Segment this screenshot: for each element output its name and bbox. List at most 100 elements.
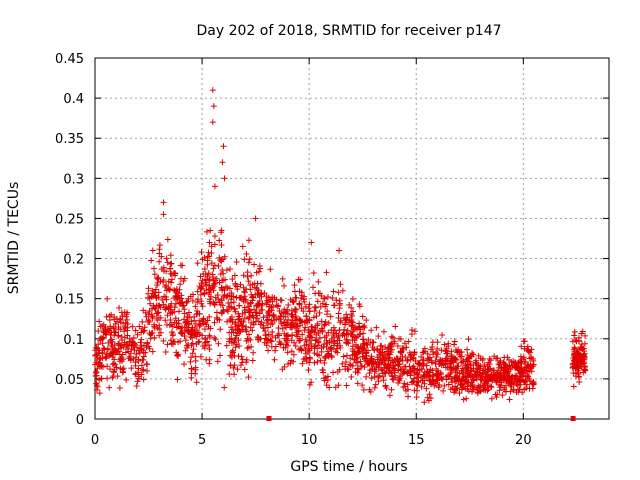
data-point bbox=[132, 371, 139, 378]
data-point bbox=[160, 337, 167, 344]
data-point bbox=[421, 345, 428, 352]
data-point bbox=[200, 315, 207, 322]
y-tick-label: 0.05 bbox=[55, 373, 84, 388]
data-point bbox=[473, 385, 480, 392]
data-point bbox=[364, 361, 371, 368]
data-point bbox=[179, 303, 186, 310]
data-point bbox=[218, 227, 225, 234]
data-point bbox=[151, 334, 158, 341]
data-point bbox=[98, 334, 105, 341]
data-point bbox=[501, 354, 508, 361]
data-point bbox=[265, 309, 272, 316]
data-point bbox=[577, 344, 584, 351]
data-point bbox=[367, 339, 374, 346]
data-point bbox=[280, 344, 287, 351]
data-point bbox=[257, 280, 264, 287]
data-point bbox=[118, 358, 125, 365]
data-point bbox=[156, 332, 163, 339]
data-point bbox=[231, 362, 238, 369]
data-point bbox=[124, 332, 131, 339]
data-point bbox=[455, 346, 462, 353]
data-point bbox=[365, 336, 372, 343]
data-point bbox=[197, 321, 204, 328]
data-point bbox=[342, 363, 349, 370]
data-point bbox=[458, 353, 465, 360]
data-point bbox=[458, 376, 465, 383]
data-point bbox=[116, 304, 123, 311]
data-point bbox=[361, 322, 368, 329]
data-point bbox=[503, 377, 510, 384]
data-point bbox=[184, 344, 191, 351]
data-point bbox=[474, 366, 481, 373]
data-point bbox=[241, 288, 248, 295]
data-point bbox=[385, 345, 392, 352]
data-point bbox=[368, 327, 375, 334]
data-point bbox=[244, 273, 251, 280]
data-point bbox=[228, 314, 235, 321]
data-point bbox=[191, 313, 198, 320]
data-point bbox=[354, 343, 361, 350]
data-point bbox=[466, 358, 473, 365]
data-point bbox=[272, 334, 279, 341]
data-point bbox=[240, 298, 247, 305]
data-point bbox=[197, 284, 204, 291]
data-point bbox=[518, 356, 525, 363]
data-point bbox=[371, 384, 378, 391]
data-point bbox=[204, 261, 211, 268]
data-point bbox=[316, 309, 323, 316]
data-point bbox=[167, 261, 174, 268]
data-point bbox=[337, 319, 344, 326]
data-point bbox=[391, 338, 398, 345]
data-point bbox=[123, 316, 130, 323]
data-point bbox=[107, 366, 114, 373]
y-tick-label: 0.2 bbox=[63, 253, 84, 268]
data-point bbox=[497, 359, 504, 366]
data-point bbox=[454, 385, 461, 392]
data-point bbox=[312, 304, 319, 311]
data-point bbox=[278, 297, 285, 304]
data-point bbox=[176, 300, 183, 307]
data-point bbox=[239, 243, 246, 250]
y-tick-label: 0.4 bbox=[63, 92, 84, 107]
data-point bbox=[401, 380, 408, 387]
data-point bbox=[468, 379, 475, 386]
data-point bbox=[398, 366, 405, 373]
y-tick-label: 0.15 bbox=[55, 293, 84, 308]
data-point bbox=[292, 343, 299, 350]
data-point bbox=[142, 349, 149, 356]
data-point bbox=[106, 316, 113, 323]
data-point bbox=[339, 287, 346, 294]
data-point bbox=[210, 287, 217, 294]
data-point bbox=[230, 329, 237, 336]
data-point bbox=[223, 342, 230, 349]
data-point bbox=[306, 354, 313, 361]
data-point bbox=[253, 309, 260, 316]
data-point bbox=[343, 336, 350, 343]
data-point bbox=[308, 379, 315, 386]
data-point bbox=[427, 381, 434, 388]
data-point bbox=[464, 346, 471, 353]
data-point bbox=[138, 362, 145, 369]
data-point bbox=[521, 345, 528, 352]
data-point bbox=[174, 376, 181, 383]
data-point bbox=[337, 317, 344, 324]
data-point bbox=[342, 359, 349, 366]
data-point bbox=[484, 378, 491, 385]
data-point bbox=[431, 382, 438, 389]
data-point bbox=[162, 349, 169, 356]
data-point bbox=[201, 290, 208, 297]
data-point bbox=[216, 352, 223, 359]
data-point bbox=[342, 319, 349, 326]
data-point bbox=[427, 373, 434, 380]
data-point bbox=[180, 302, 187, 309]
y-tick-label: 0.35 bbox=[55, 132, 84, 147]
data-point bbox=[571, 344, 578, 351]
data-point bbox=[185, 342, 192, 349]
data-point bbox=[343, 330, 350, 337]
data-point bbox=[319, 328, 326, 335]
data-point bbox=[163, 321, 170, 328]
data-point bbox=[573, 338, 580, 345]
data-point bbox=[349, 295, 356, 302]
data-point bbox=[321, 354, 328, 361]
